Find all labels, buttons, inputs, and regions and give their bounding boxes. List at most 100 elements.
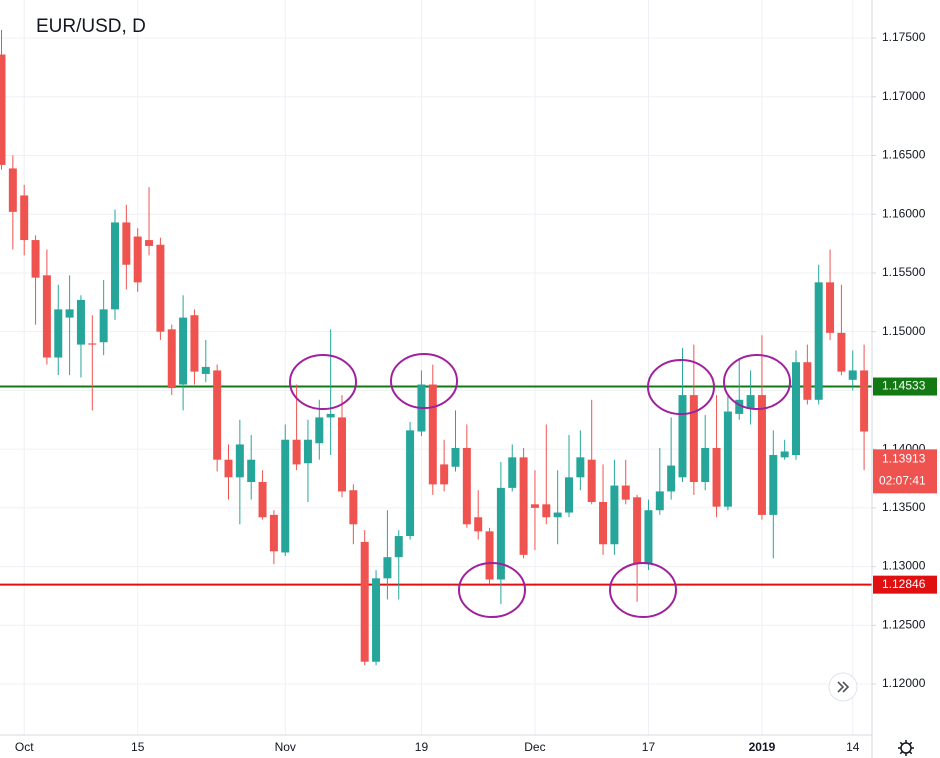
x-tick-label: 14	[846, 740, 860, 754]
y-tick-label: 1.15000	[882, 324, 926, 338]
candle-body	[338, 417, 346, 492]
candle-body	[848, 370, 857, 380]
last-price-label: 1.13913	[882, 452, 926, 466]
candle-body	[315, 417, 324, 444]
candle-body	[814, 282, 823, 400]
x-tick-label: 2019	[749, 740, 776, 754]
settings-button[interactable]	[898, 740, 914, 756]
candle-body	[303, 439, 312, 464]
candle-body	[633, 497, 642, 564]
candle-body	[292, 439, 301, 465]
candle-body	[440, 464, 449, 485]
x-tick-label: Nov	[275, 740, 296, 754]
candle-body	[712, 447, 721, 507]
candle-body	[213, 370, 222, 460]
candle-body	[190, 315, 199, 372]
candle-body	[826, 282, 835, 333]
countdown-label: 02:07:41	[879, 474, 926, 488]
highlight-ellipse	[609, 562, 677, 618]
candle-body	[610, 485, 619, 545]
candle-body	[201, 366, 210, 374]
candle-body	[780, 451, 789, 458]
highlight-ellipse	[723, 354, 791, 410]
level-label-bg	[873, 377, 937, 396]
grid	[0, 0, 872, 735]
candle-body	[508, 457, 517, 488]
candle-body	[65, 309, 74, 318]
candle-body	[99, 309, 108, 343]
candles	[0, 29, 869, 666]
candle-body	[553, 512, 562, 518]
candle-body	[179, 317, 188, 385]
candle-body	[599, 501, 608, 545]
candle-body	[88, 343, 97, 345]
scroll-icon[interactable]	[837, 681, 850, 693]
candle-body	[383, 557, 392, 579]
candle-body	[701, 447, 710, 483]
candle-body	[723, 411, 732, 507]
candle-body	[474, 517, 483, 532]
scroll-button[interactable]	[828, 672, 858, 702]
candle-body	[542, 504, 551, 518]
candle-body	[621, 485, 630, 500]
candle-body	[247, 459, 256, 483]
candle-body	[565, 477, 573, 513]
candle-body	[54, 309, 63, 358]
candle-body	[156, 244, 165, 332]
candle-body	[803, 362, 812, 400]
candle-body	[406, 430, 415, 537]
candle-body	[689, 395, 698, 483]
y-tick-label: 1.17000	[882, 89, 926, 103]
candle-body	[485, 531, 494, 580]
candle-body	[133, 236, 142, 283]
y-tick-label: 1.12000	[882, 676, 926, 690]
candle-body	[281, 439, 290, 553]
candle-body	[145, 240, 154, 246]
level-label: 1.12846	[882, 577, 926, 591]
candle-body	[655, 491, 664, 511]
candle-body	[269, 514, 278, 552]
candle-body	[326, 413, 335, 418]
candle-body	[860, 370, 869, 432]
candle-body	[769, 455, 778, 515]
candle-body	[76, 299, 85, 345]
candle-body	[587, 459, 596, 502]
y-tick-label: 1.12500	[882, 617, 926, 631]
candle-body	[746, 395, 755, 409]
candle-body	[519, 457, 528, 555]
candle-body	[349, 490, 358, 525]
candle-body	[428, 384, 437, 485]
level-label-bg	[873, 575, 937, 594]
candle-body	[496, 487, 505, 580]
candle-body	[792, 362, 800, 455]
x-tick-label: 15	[131, 740, 145, 754]
settings-icon-rays[interactable]	[898, 740, 914, 756]
candle-body	[20, 195, 29, 241]
candle-body	[757, 395, 766, 515]
last-price-bg	[873, 449, 937, 494]
x-tick-label: 19	[415, 740, 429, 754]
candle-body	[0, 54, 6, 165]
candle-body	[667, 465, 676, 492]
y-tick-label: 1.15500	[882, 265, 926, 279]
highlight-ellipse	[647, 359, 715, 415]
candle-body	[360, 541, 369, 662]
y-tick-label: 1.16500	[882, 148, 926, 162]
candle-body	[678, 395, 687, 478]
candle-body	[837, 332, 846, 372]
candle-body	[42, 275, 51, 358]
candle-body	[451, 447, 460, 467]
candle-body	[394, 536, 403, 558]
highlight-ellipse	[289, 354, 357, 410]
y-tick-label: 1.17500	[882, 30, 926, 44]
highlight-ellipse	[390, 353, 458, 409]
candle-body	[372, 578, 381, 662]
y-tick-label: 1.13000	[882, 559, 926, 573]
y-tick-label: 1.16000	[882, 206, 926, 220]
candle-body	[167, 329, 176, 389]
candle-body	[576, 457, 585, 478]
candle-body	[735, 399, 744, 414]
